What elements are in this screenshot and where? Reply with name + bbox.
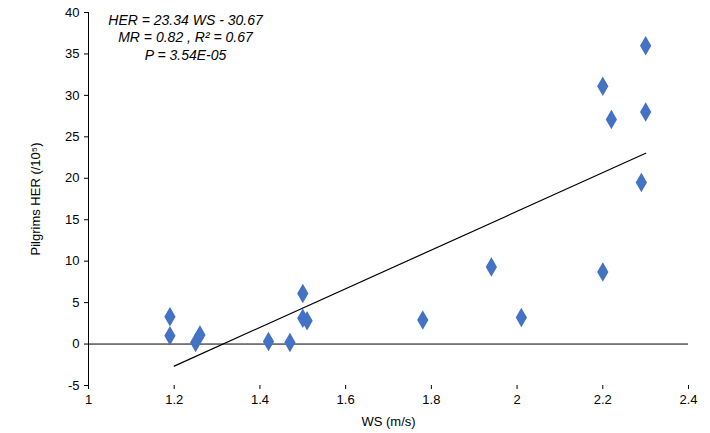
svg-text:HER = 23.34 WS - 30.67MR = 0.8: HER = 23.34 WS - 30.67MR = 0.82 , R² = 0…: [108, 12, 264, 63]
svg-text:2.4: 2.4: [679, 392, 697, 407]
svg-text:1.6: 1.6: [337, 392, 355, 407]
svg-text:15: 15: [65, 212, 79, 227]
svg-text:35: 35: [65, 46, 79, 61]
svg-text:1.2: 1.2: [165, 392, 183, 407]
svg-text:2: 2: [513, 392, 520, 407]
svg-text:WS (m/s): WS (m/s): [361, 414, 415, 429]
svg-text:20: 20: [65, 170, 79, 185]
svg-text:0: 0: [72, 336, 79, 351]
svg-text:Pilgrims HER (/10⁵): Pilgrims HER (/10⁵): [28, 142, 43, 255]
svg-text:25: 25: [65, 129, 79, 144]
svg-text:10: 10: [65, 253, 79, 268]
svg-text:1.4: 1.4: [251, 392, 269, 407]
svg-text:2.2: 2.2: [594, 392, 612, 407]
svg-text:-5: -5: [68, 378, 80, 393]
svg-text:30: 30: [65, 88, 79, 103]
svg-text:1: 1: [85, 392, 92, 407]
svg-text:1.8: 1.8: [422, 392, 440, 407]
svg-text:5: 5: [72, 295, 79, 310]
svg-text:40: 40: [65, 5, 79, 20]
